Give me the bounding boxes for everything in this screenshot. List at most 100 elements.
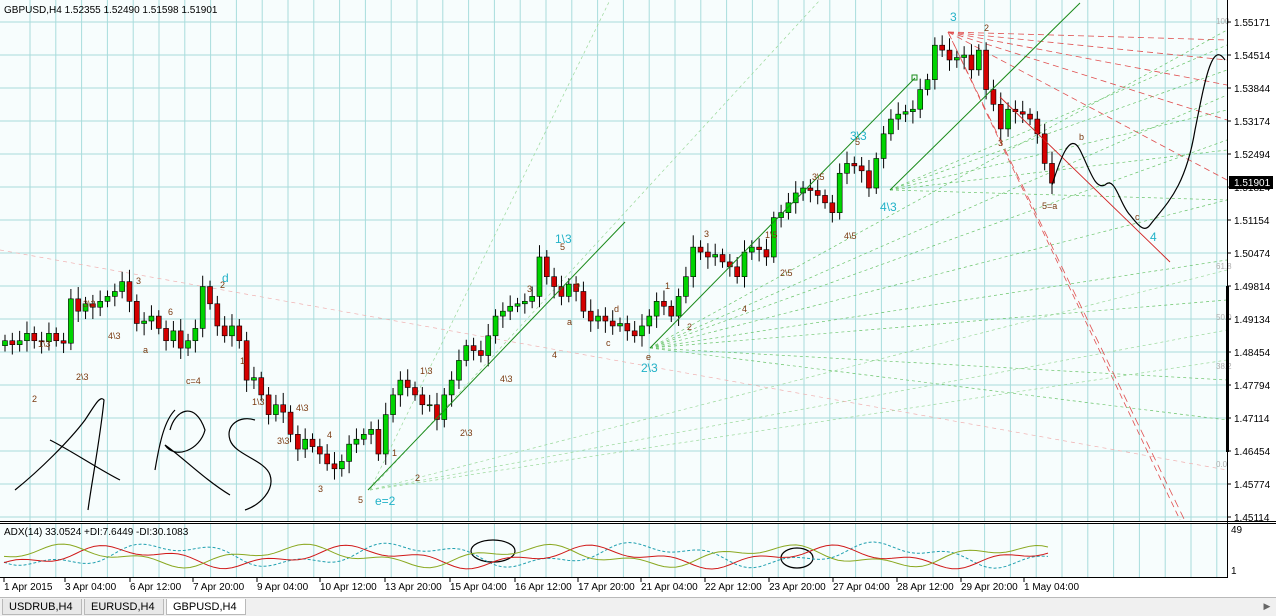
- candle-body: [631, 330, 638, 337]
- wave-label-minor: 3\5: [812, 172, 825, 182]
- tab-eurusd[interactable]: EURUSD,H4: [84, 599, 164, 615]
- candle-body: [104, 296, 111, 302]
- candle-body: [675, 296, 682, 317]
- fib-fan-red: [947, 31, 1228, 61]
- fib-level-label: 61.8: [1216, 262, 1232, 271]
- candle-body: [565, 283, 572, 297]
- candle-body: [390, 394, 396, 415]
- candle-body: [763, 249, 770, 258]
- candle-body: [185, 340, 191, 349]
- time-tick-label: 29 Apr 20:00: [961, 582, 1018, 593]
- candle-body: [90, 303, 96, 308]
- chart-window[interactable]: 0.0 38.2 50.0 61.8 100 d 1\3 3\3 3 2\3 4\3 e=2 4 1\3…: [0, 0, 1276, 597]
- candle-body: [939, 44, 945, 51]
- candle-body: [712, 254, 719, 258]
- time-tick-label: 22 Apr 12:00: [705, 582, 762, 593]
- candle-body: [902, 111, 909, 115]
- price-tick-label: 1.45114: [1234, 513, 1270, 524]
- wave-label-major: 3: [950, 10, 957, 24]
- fib-fan-green-2: [369, 359, 1228, 491]
- wave-label-minor: 3\3: [277, 436, 290, 446]
- indicator-area[interactable]: [0, 523, 1227, 577]
- wave-label-minor: 5=a: [1042, 201, 1057, 211]
- candle-body: [536, 256, 543, 297]
- candle-body: [983, 49, 989, 90]
- indicator-info: ADX(14) 33.0524 +DI:7.6449 -DI:30.1083: [4, 527, 189, 538]
- candle-body: [741, 251, 748, 277]
- candle-body: [273, 404, 279, 415]
- wave-label-minor: 3: [136, 276, 141, 286]
- wave-label-minor: 4\5: [844, 231, 857, 241]
- tab-usdrub[interactable]: USDRUB,H4: [2, 599, 82, 615]
- time-axis[interactable]: 1 Apr 2015 3 Apr 04:00 6 Apr 12:00 7 Apr 20…: [3, 577, 1079, 593]
- candle-body: [360, 434, 367, 440]
- fib-level-label: 50.0: [1216, 313, 1232, 322]
- candle-body: [53, 333, 60, 342]
- candle-body: [807, 187, 814, 191]
- candle-body: [661, 301, 667, 307]
- current-price-label: 1.51901: [1234, 178, 1271, 189]
- time-tick-label: 16 Apr 12:00: [515, 582, 572, 593]
- time-tick-label: 21 Apr 04:00: [641, 582, 698, 593]
- candle-body: [529, 296, 535, 302]
- candle-body: [617, 323, 623, 327]
- candle-body: [514, 303, 521, 307]
- candle-body: [426, 404, 433, 407]
- candle-body: [170, 330, 177, 342]
- wave-label-minor: 1: [665, 281, 670, 291]
- wave-label-major: e=2: [375, 494, 396, 508]
- fib-level-label: 38.2: [1216, 362, 1232, 371]
- candle-body: [155, 315, 162, 329]
- candle-body: [836, 172, 843, 213]
- price-axis[interactable]: 1.551711.545141.538441.531741.524941.518…: [1226, 18, 1271, 524]
- candle-body: [24, 333, 30, 342]
- price-axis-range-bar: [1226, 286, 1229, 452]
- candle-body: [456, 360, 462, 381]
- candle-body: [961, 54, 967, 58]
- wave-label-minor: 4: [552, 350, 557, 360]
- candle-body: [946, 49, 953, 61]
- tab-gbpusd[interactable]: GBPUSD,H4: [166, 599, 246, 615]
- candle-body: [668, 305, 675, 317]
- price-tick-label: 1.53844: [1234, 84, 1271, 95]
- time-tick-label: 15 Apr 04:00: [450, 582, 507, 593]
- candle-body: [602, 315, 609, 322]
- price-tick-label: 1.48454: [1234, 348, 1271, 359]
- scroll-right-icon[interactable]: ▶: [1263, 602, 1271, 612]
- candle-body: [954, 57, 960, 61]
- candle-body: [895, 113, 902, 120]
- candle-body: [375, 429, 382, 455]
- wave-label-minor: 2: [415, 473, 420, 483]
- wave-label-minor: 2: [220, 280, 225, 290]
- chart-canvas[interactable]: 0.0 38.2 50.0 61.8 100 d 1\3 3\3 3 2\3 4\3 e=2 4 1\3…: [0, 0, 1276, 597]
- time-tick-label: 28 Apr 12:00: [897, 582, 954, 593]
- candle-body: [609, 320, 616, 327]
- fib-fan-red: [947, 31, 1181, 521]
- candle-body: [719, 254, 726, 263]
- fib-fan-green-3: [889, 44, 1228, 191]
- candle-body: [792, 192, 799, 204]
- candle-body: [734, 266, 740, 277]
- wave-label-minor: 4\3: [108, 331, 121, 341]
- candle-body: [653, 301, 660, 317]
- candle-body: [251, 377, 257, 381]
- main-chart-area[interactable]: [0, 0, 1227, 521]
- fib-fan-green-2: [369, 0, 611, 491]
- fib-level-label: 100: [1216, 17, 1230, 26]
- candle-body: [331, 463, 338, 470]
- candle-body: [544, 256, 550, 277]
- wave-label-major: 3\3: [850, 129, 867, 143]
- candle-body: [1019, 111, 1026, 115]
- symbol-info: GBPUSD,H4 1.52355 1.52490 1.51598 1.5190…: [4, 5, 218, 16]
- fib-fan-red: [947, 31, 1228, 121]
- fib-fan-green: [649, 139, 1228, 349]
- fib-fan-green-2: [369, 329, 1228, 491]
- indicator-scale-top: 49: [1231, 525, 1243, 536]
- candle-body: [705, 251, 711, 258]
- candle-body: [148, 315, 155, 322]
- candle-body: [317, 446, 323, 455]
- candle-body: [1041, 133, 1048, 164]
- time-tick-label: 10 Apr 12:00: [320, 582, 377, 593]
- candle-body: [207, 286, 213, 305]
- candle-body: [880, 133, 887, 159]
